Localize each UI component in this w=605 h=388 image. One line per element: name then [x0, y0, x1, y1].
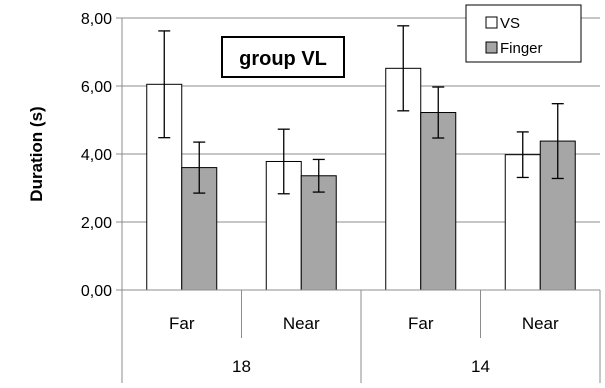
legend: VS Finger — [465, 4, 582, 63]
bar-finger — [420, 112, 457, 291]
x-tick-label: Far — [408, 314, 434, 333]
y-tick-label: 4,00 — [81, 147, 112, 164]
y-tick-label: 2,00 — [81, 215, 112, 232]
y-tick-label: 0,00 — [81, 283, 112, 300]
chart-title-box: group VL — [221, 36, 345, 78]
chart-title: group VL — [239, 48, 327, 70]
bars — [146, 67, 576, 291]
y-tick-label: 8,00 — [81, 11, 112, 28]
x-tick-label: Far — [169, 314, 195, 333]
axes: 0,00 2,00 4,00 6,00 8,00 Far Near Far Near 18 14 — [81, 11, 601, 383]
legend-label-finger: Finger — [500, 40, 543, 57]
y-tick-label: 6,00 — [81, 79, 112, 96]
x-tick-label: Near — [283, 314, 320, 333]
legend-box — [465, 4, 582, 63]
y-axis-label: Duration (s) — [27, 106, 46, 201]
legend-swatch-vs — [485, 16, 498, 29]
group-label: 18 — [232, 357, 251, 376]
chart-title-frame — [221, 36, 345, 78]
group-label: 14 — [471, 357, 490, 376]
legend-label-vs: VS — [500, 15, 520, 32]
error-bars — [158, 25, 564, 195]
legend-swatch-finger — [485, 41, 498, 54]
bar-finger — [300, 175, 337, 291]
x-tick-label: Near — [522, 314, 559, 333]
